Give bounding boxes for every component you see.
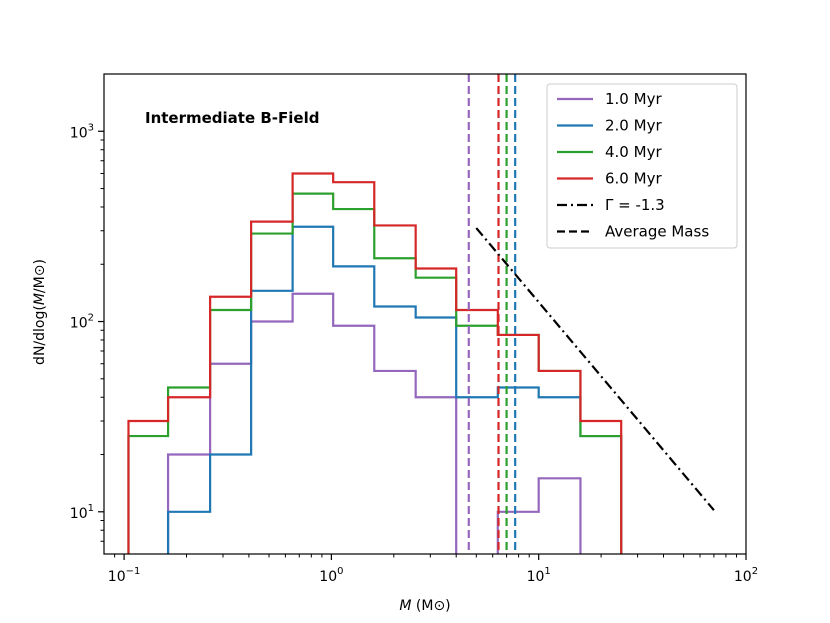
histogram-1-0-myr [166, 292, 582, 554]
y-tick-label: 103 [70, 122, 94, 141]
y-tick-label: 101 [70, 503, 94, 522]
histogram-4-0-myr [127, 192, 623, 554]
y-tick-label: 102 [70, 313, 94, 332]
legend-label-4-0-myr: 4.0 Myr [605, 143, 662, 161]
average-mass-lines [467, 74, 517, 554]
legend-label-6-0-myr: 6.0 Myr [605, 170, 662, 188]
y-axis-label: dN/dlog(M/M⊙) [32, 259, 48, 365]
legend-label-2-0-myr: 2.0 Myr [605, 117, 662, 135]
power-law-line [475, 227, 715, 511]
axes-frame [103, 73, 747, 555]
power-law-layer [475, 227, 715, 511]
x-tick-label: 100 [319, 566, 343, 585]
legend-label-1-3: Γ = -1.3 [605, 196, 665, 214]
legend-label-1-0-myr: 1.0 Myr [605, 90, 662, 108]
annotation-text: Intermediate B-Field [145, 109, 319, 127]
tick-layer: 10−1 100 101 102 101 102 103 [70, 122, 758, 585]
series-layer [127, 172, 623, 554]
x-tick-label: 101 [527, 566, 551, 585]
legend-box [546, 83, 738, 249]
histogram-2-0-myr [166, 225, 623, 554]
x-tick-label: 10−1 [108, 566, 141, 585]
x-tick-label: 102 [734, 566, 758, 585]
legend-label-average-mass: Average Mass [605, 223, 709, 241]
x-axis-label: M (M⊙) [399, 598, 450, 614]
legend: 1.0 Myr 2.0 Myr 4.0 Myr 6.0 Myr Γ = -1.3 Aver… [546, 83, 738, 249]
histogram-6-0-myr [127, 172, 623, 554]
